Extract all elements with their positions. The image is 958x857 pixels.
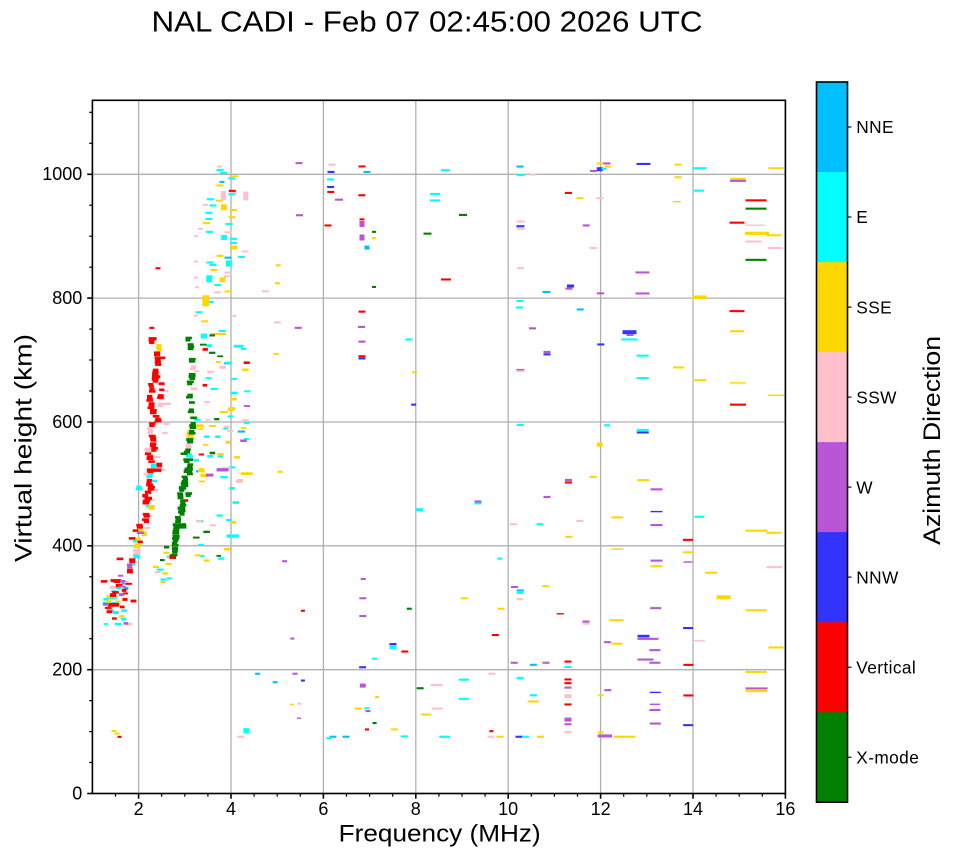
svg-text:400: 400: [52, 536, 82, 556]
svg-text:8: 8: [411, 799, 421, 819]
svg-text:2: 2: [134, 799, 144, 819]
svg-text:W: W: [856, 477, 873, 497]
svg-text:1000: 1000: [42, 164, 82, 184]
svg-text:SSE: SSE: [856, 297, 892, 317]
svg-text:Azimuth Direction: Azimuth Direction: [919, 336, 946, 545]
svg-text:16: 16: [775, 799, 795, 819]
svg-text:12: 12: [591, 799, 611, 819]
svg-text:Vertical: Vertical: [856, 657, 916, 677]
svg-text:SSW: SSW: [856, 387, 897, 407]
svg-text:200: 200: [52, 660, 82, 680]
svg-text:NAL CADI - Feb 07 02:45:00 202: NAL CADI - Feb 07 02:45:00 2026 UTC: [152, 7, 703, 39]
svg-text:4: 4: [226, 799, 236, 819]
svg-text:10: 10: [498, 799, 518, 819]
svg-text:E: E: [856, 207, 868, 227]
svg-text:Virtual height (km): Virtual height (km): [11, 334, 38, 562]
svg-text:Frequency (MHz): Frequency (MHz): [339, 821, 541, 848]
svg-text:6: 6: [318, 799, 328, 819]
svg-text:0: 0: [72, 783, 82, 803]
svg-text:600: 600: [52, 412, 82, 432]
svg-text:NNW: NNW: [856, 567, 899, 587]
svg-text:X-mode: X-mode: [856, 747, 919, 767]
svg-text:14: 14: [683, 799, 703, 819]
svg-text:NNE: NNE: [856, 117, 894, 137]
svg-text:800: 800: [52, 288, 82, 308]
